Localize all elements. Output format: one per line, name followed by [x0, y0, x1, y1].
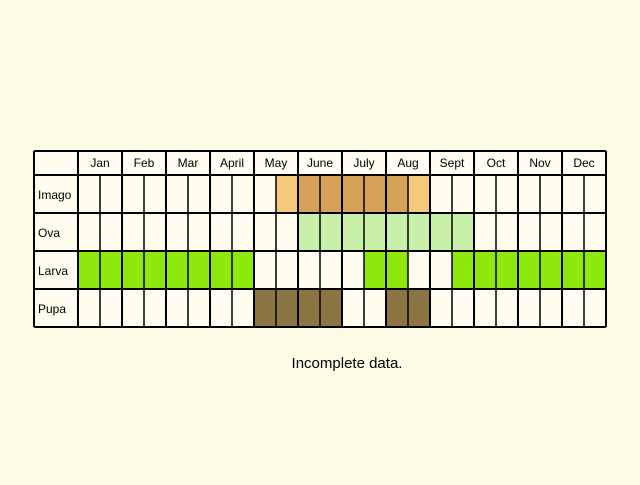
stage-fill-larva [452, 251, 474, 289]
month-label: Aug [397, 156, 418, 170]
stage-fill-larva [78, 251, 100, 289]
stage-fill-pupa [298, 289, 320, 327]
stage-fill-larva [122, 251, 144, 289]
stage-label-imago: Imago [38, 188, 72, 202]
stage-fill-ova [408, 213, 430, 251]
stage-fill-pupa [408, 289, 430, 327]
month-label: Mar [178, 156, 199, 170]
stage-fill-ova [430, 213, 452, 251]
stage-fill-pupa [320, 289, 342, 327]
stage-fill-ova [342, 213, 364, 251]
stage-fill-imago [276, 175, 298, 213]
stage-fill-pupa [386, 289, 408, 327]
stage-fill-larva [144, 251, 166, 289]
stage-fill-imago [364, 175, 386, 213]
stage-fill-larva [474, 251, 496, 289]
month-label: June [307, 156, 333, 170]
stage-fill-larva [584, 251, 606, 289]
month-label: Jan [90, 156, 109, 170]
stage-fill-ova [452, 213, 474, 251]
stage-fill-larva [232, 251, 254, 289]
stage-fill-ova [364, 213, 386, 251]
month-label: Sept [440, 156, 465, 170]
incomplete-data-note: Incomplete data. [291, 355, 403, 372]
stage-fill-larva [540, 251, 562, 289]
stage-fill-imago [408, 175, 430, 213]
stage-fill-larva [496, 251, 518, 289]
stage-fill-pupa [254, 289, 276, 327]
stage-fill-larva [210, 251, 232, 289]
month-label: Feb [134, 156, 155, 170]
stage-label-larva: Larva [38, 264, 68, 278]
stage-fill-imago [342, 175, 364, 213]
stage-fill-larva [188, 251, 210, 289]
month-label: July [353, 156, 374, 170]
stage-fill-larva [386, 251, 408, 289]
stage-fill-larva [166, 251, 188, 289]
stage-fill-imago [320, 175, 342, 213]
stage-fill-imago [386, 175, 408, 213]
month-label: May [265, 156, 288, 170]
stage-fill-pupa [276, 289, 298, 327]
stage-label-pupa: Pupa [38, 302, 66, 316]
stage-fill-larva [562, 251, 584, 289]
stage-fill-imago [298, 175, 320, 213]
stage-label-ova: Ova [38, 226, 60, 240]
stage-fill-larva [364, 251, 386, 289]
stage-fill-larva [100, 251, 122, 289]
stage-fill-ova [386, 213, 408, 251]
stage-fill-ova [298, 213, 320, 251]
month-label: Dec [573, 156, 594, 170]
stage-fill-larva [518, 251, 540, 289]
month-label: April [220, 156, 244, 170]
month-label: Nov [529, 156, 550, 170]
stage-fill-ova [320, 213, 342, 251]
month-label: Oct [487, 156, 506, 170]
